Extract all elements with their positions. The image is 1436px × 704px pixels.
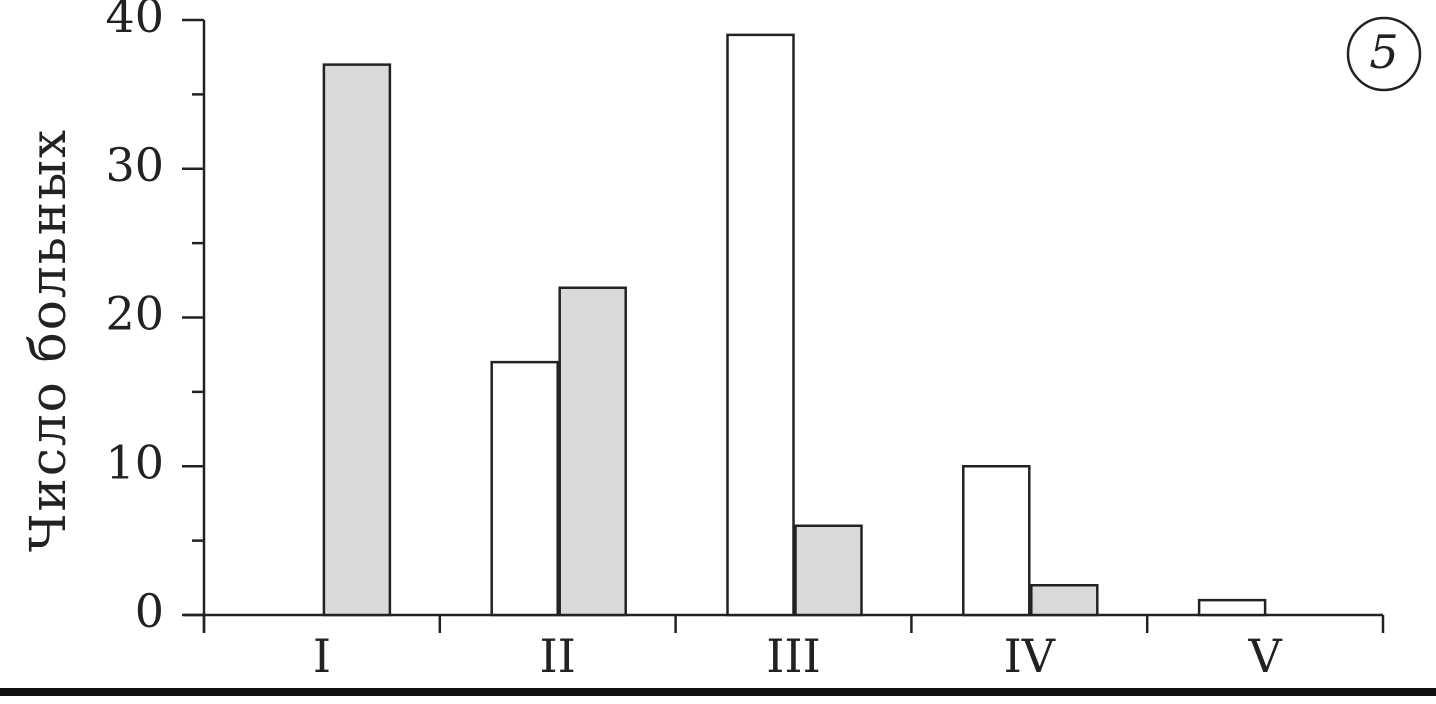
bar — [322, 63, 392, 617]
y-tick-label: 10 — [105, 435, 164, 489]
x-tick-label: III — [766, 629, 821, 683]
bar — [962, 465, 1031, 617]
bar — [1030, 584, 1099, 617]
bar — [1197, 598, 1267, 617]
x-tick-label: II — [540, 629, 576, 683]
bar — [794, 524, 863, 617]
x-tick-label: IV — [1004, 629, 1056, 683]
y-tick-label: 30 — [105, 138, 164, 192]
x-tick-label: I — [313, 629, 331, 683]
y-tick-label: 40 — [105, 0, 164, 43]
y-tick-label: 0 — [135, 584, 164, 638]
annotation: 5 — [1369, 25, 1398, 79]
bar — [726, 33, 795, 617]
annotation-circle — [1346, 16, 1422, 92]
bar — [490, 360, 559, 617]
bar — [558, 286, 627, 617]
y-tick-label: 20 — [105, 287, 164, 341]
y-axis-label: Число больных — [19, 128, 77, 552]
x-tick-label: V — [1247, 629, 1282, 683]
